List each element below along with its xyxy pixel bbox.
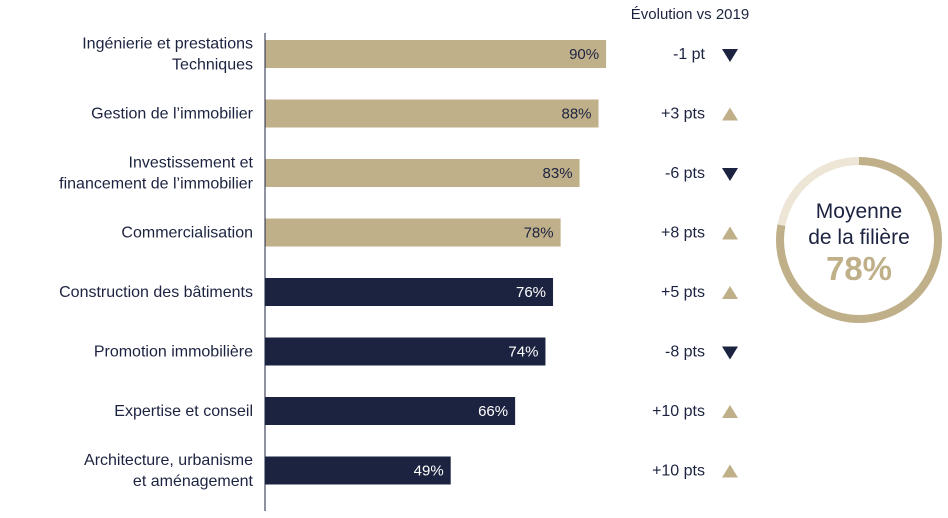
average-value: 78% bbox=[826, 250, 892, 287]
bars-layer: 90% Ingénierie et prestations Techniques -1… bbox=[59, 36, 738, 490]
bar-value-label: 78% bbox=[524, 225, 554, 242]
evolution-label: +10 pts bbox=[652, 463, 705, 480]
bar bbox=[265, 40, 607, 68]
evolution-label: +5 pts bbox=[661, 284, 705, 301]
bar bbox=[265, 278, 554, 306]
bar-value-label: 83% bbox=[543, 165, 573, 182]
bar-value-label: 74% bbox=[508, 344, 538, 361]
evolution-label: -8 pts bbox=[665, 344, 705, 361]
arrow-up-icon bbox=[722, 226, 738, 240]
evolution-label: +10 pts bbox=[652, 403, 705, 420]
average-label-line1: Moyenne bbox=[816, 200, 902, 223]
bar bbox=[265, 99, 599, 128]
arrow-up-icon bbox=[722, 464, 738, 478]
bar-value-label: 49% bbox=[414, 463, 444, 480]
category-label: Ingénierie et prestations Techniques bbox=[82, 36, 253, 74]
evolution-header: Évolution vs 2019 bbox=[631, 6, 749, 23]
category-label: Expertise et conseil bbox=[114, 403, 253, 420]
bar-value-label: 66% bbox=[478, 403, 508, 420]
evolution-label: -1 pt bbox=[673, 46, 706, 63]
evolution-label: -6 pts bbox=[665, 165, 705, 182]
bar bbox=[265, 456, 451, 485]
category-label: Promotion immobilière bbox=[94, 344, 253, 361]
average-ring-arc bbox=[776, 157, 942, 323]
bar-value-label: 76% bbox=[516, 284, 546, 301]
category-label: Investissement et financement de l’immobi… bbox=[59, 155, 254, 193]
arrow-down-icon bbox=[722, 49, 738, 62]
arrow-down-icon bbox=[722, 168, 738, 181]
category-label: Construction des bâtiments bbox=[59, 284, 253, 301]
category-label: Commercialisation bbox=[121, 225, 253, 242]
bar-value-label: 90% bbox=[569, 46, 599, 63]
evolution-label: +8 pts bbox=[661, 225, 705, 242]
category-label: Gestion de l’immobilier bbox=[91, 106, 254, 123]
arrow-up-icon bbox=[722, 405, 738, 418]
evolution-label: +3 pts bbox=[661, 106, 705, 123]
average-badge: Moyenne de la filière 78% bbox=[776, 157, 942, 323]
category-label: Architecture, urbanisme et aménagement bbox=[84, 452, 254, 490]
bar bbox=[265, 159, 580, 187]
bar bbox=[265, 397, 516, 425]
bar bbox=[265, 337, 546, 366]
arrow-down-icon bbox=[722, 346, 738, 360]
bar-value-label: 88% bbox=[561, 106, 591, 123]
average-label-line2: de la filière bbox=[808, 226, 910, 249]
arrow-up-icon bbox=[722, 107, 738, 121]
bar bbox=[265, 218, 561, 247]
arrow-up-icon bbox=[722, 286, 738, 299]
